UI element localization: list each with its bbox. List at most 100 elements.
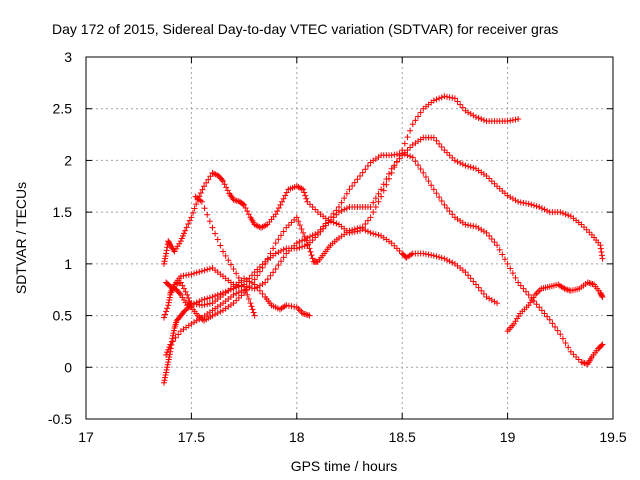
- data-point: [209, 312, 216, 319]
- data-point: [538, 205, 545, 212]
- data-point: [201, 267, 208, 274]
- data-point: [509, 270, 516, 277]
- data-point: [472, 223, 479, 230]
- data-point: [579, 359, 586, 366]
- data-point: [188, 300, 195, 307]
- data-point: [275, 205, 282, 212]
- data-point: [422, 173, 429, 180]
- data-point: [178, 235, 185, 242]
- data-point: [454, 158, 461, 165]
- data-point: [436, 194, 443, 201]
- data-point: [457, 160, 464, 167]
- data-point: [303, 195, 310, 202]
- data-point: [243, 276, 250, 283]
- data-point: [472, 113, 479, 120]
- data-point: [296, 244, 303, 251]
- data-point: [166, 353, 173, 360]
- data-point: [262, 260, 269, 267]
- data-point: [380, 181, 387, 188]
- series-track-f: [504, 279, 606, 335]
- data-point: [412, 117, 419, 124]
- data-point: [270, 269, 277, 276]
- series-track-c: [160, 93, 522, 267]
- x-tick-label: 17.5: [178, 429, 205, 445]
- data-point: [504, 118, 511, 125]
- data-point: [597, 242, 604, 249]
- series-track-g: [192, 193, 258, 319]
- data-point: [218, 176, 225, 183]
- data-point: [391, 242, 398, 249]
- data-point: [256, 268, 263, 275]
- data-point: [160, 379, 167, 386]
- data-point: [359, 225, 366, 232]
- data-point: [364, 228, 371, 235]
- data-point: [536, 304, 543, 311]
- data-point: [396, 152, 403, 159]
- data-point: [357, 224, 364, 231]
- data-point: [354, 176, 361, 183]
- data-point: [597, 245, 604, 252]
- data-point: [599, 341, 606, 348]
- data-point: [238, 288, 245, 295]
- data-point: [185, 221, 192, 228]
- data-point: [163, 308, 170, 315]
- data-point: [198, 302, 205, 309]
- data-point: [277, 232, 284, 239]
- data-point: [209, 293, 216, 300]
- data-point: [267, 272, 274, 279]
- data-point: [246, 278, 253, 285]
- data-point: [308, 252, 315, 259]
- data-point: [583, 226, 590, 233]
- data-point: [275, 262, 282, 269]
- data-point: [480, 228, 487, 235]
- data-point: [491, 298, 498, 305]
- data-point: [300, 229, 307, 236]
- data-point: [241, 201, 248, 208]
- data-point: [383, 181, 390, 188]
- data-point: [183, 272, 190, 279]
- data-point: [212, 292, 219, 299]
- data-point: [499, 251, 506, 258]
- data-point: [303, 237, 310, 244]
- data-point: [171, 327, 178, 334]
- data-point: [436, 95, 443, 102]
- data-point: [306, 312, 313, 319]
- data-point: [166, 297, 173, 304]
- data-point: [509, 195, 516, 202]
- data-point: [375, 190, 382, 197]
- data-point: [578, 221, 585, 228]
- data-point: [491, 180, 498, 187]
- data-point: [196, 268, 203, 275]
- data-point: [249, 279, 256, 286]
- data-point: [420, 250, 427, 257]
- data-point: [598, 292, 605, 299]
- data-point: [520, 285, 527, 292]
- data-point: [201, 183, 208, 190]
- data-point: [212, 230, 219, 237]
- series-track-h: [163, 286, 248, 358]
- data-point: [512, 274, 519, 281]
- data-point: [306, 233, 313, 240]
- data-point: [386, 175, 393, 182]
- y-tick-label: 1.5: [53, 204, 73, 220]
- data-point: [367, 229, 374, 236]
- data-point: [220, 178, 227, 185]
- data-point: [312, 231, 319, 238]
- data-point: [222, 252, 229, 259]
- y-tick-label: 1: [64, 256, 72, 272]
- y-tick-label: 3: [64, 49, 72, 65]
- data-point: [238, 279, 245, 286]
- data-point: [538, 307, 545, 314]
- data-point: [293, 240, 300, 247]
- data-point: [364, 217, 371, 224]
- data-point: [483, 229, 490, 236]
- data-point: [209, 224, 216, 231]
- data-point: [409, 121, 416, 128]
- data-point: [459, 104, 466, 111]
- data-point: [467, 110, 474, 117]
- data-point: [277, 201, 284, 208]
- data-point: [188, 214, 195, 221]
- data-point: [441, 201, 448, 208]
- data-point: [438, 254, 445, 261]
- data-point: [454, 98, 461, 105]
